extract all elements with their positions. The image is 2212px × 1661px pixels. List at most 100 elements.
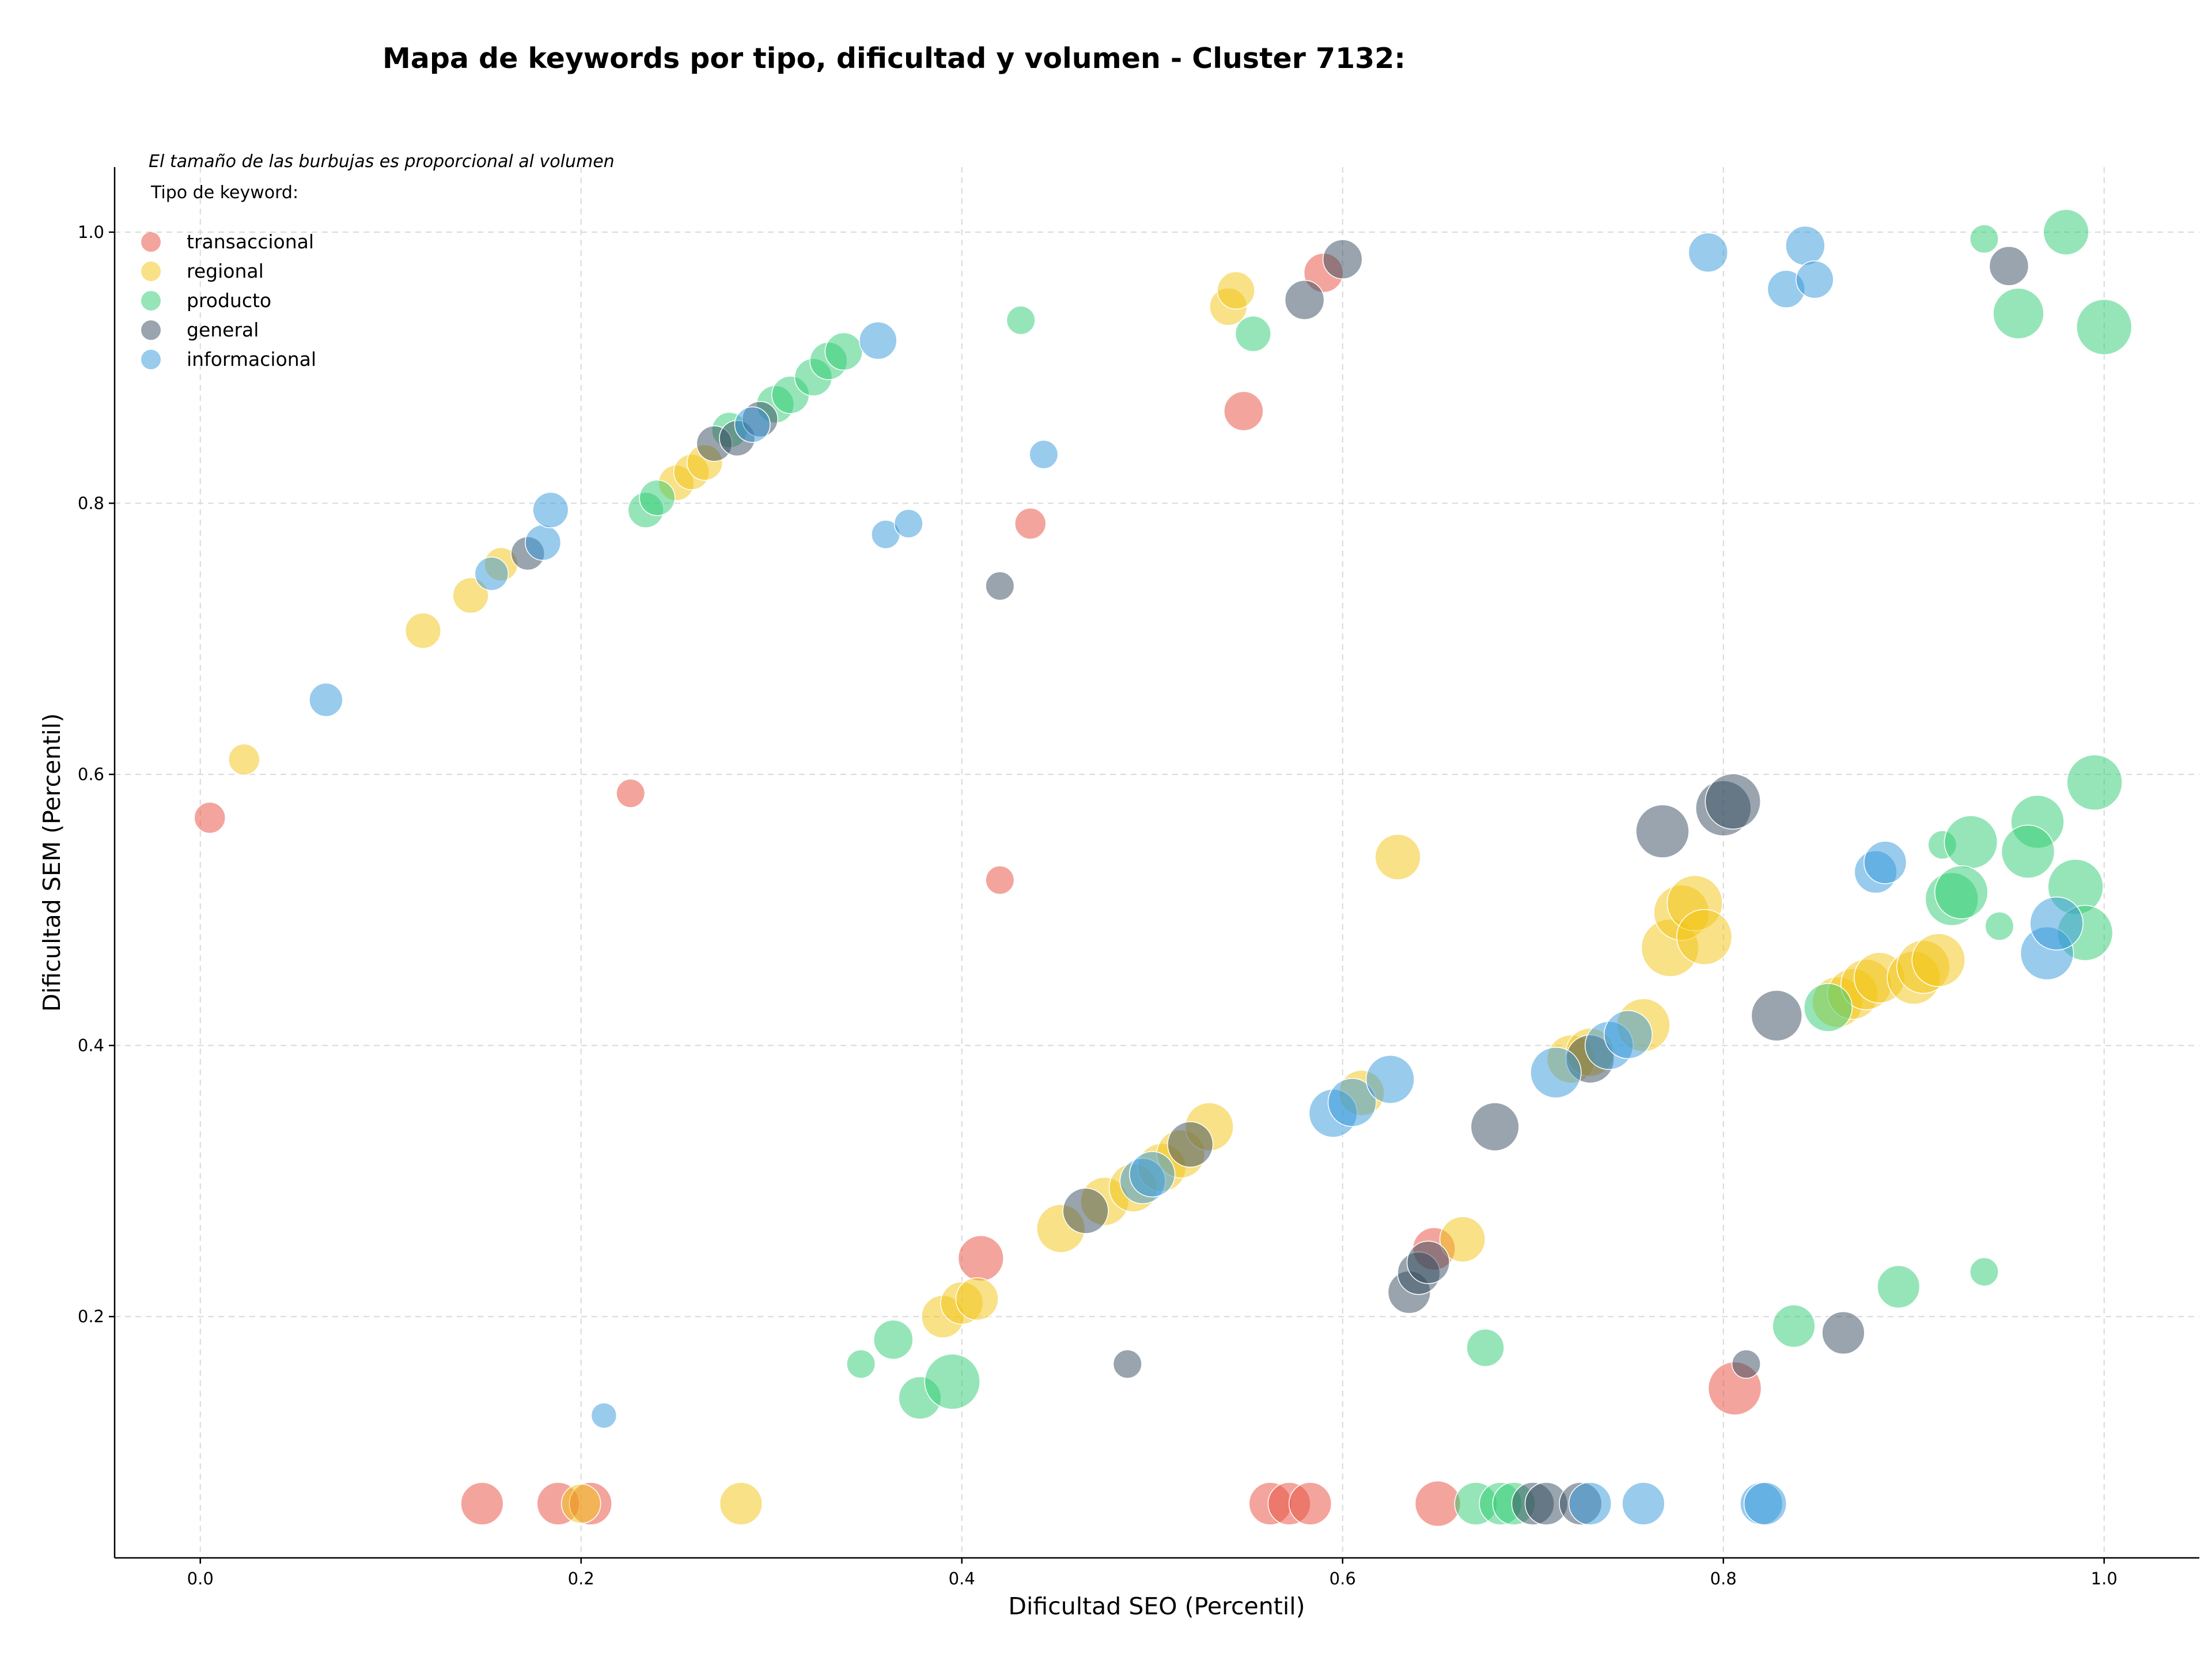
bubble-layer: [194, 209, 2133, 1527]
bubble-producto: [1969, 224, 1999, 254]
bubble-informacional: [1796, 260, 1834, 299]
x-tick-label: 0.6: [1330, 1569, 1356, 1588]
bubble-transaccional: [957, 1235, 1004, 1282]
bubble-transaccional: [1288, 1482, 1332, 1526]
bubble-producto: [1804, 983, 1853, 1032]
bubble-transaccional: [1224, 391, 1264, 432]
legend-marker: [141, 291, 161, 311]
bubble-regional: [1676, 909, 1733, 966]
bubble-general: [985, 571, 1015, 601]
tick-labels: 0.0 0.2 0.4 0.6 0.8 1.0 0.2 0.4 0.6 0.8 1.0: [78, 222, 2118, 1588]
bubble-informacional: [1863, 841, 1907, 884]
legend-label: informacional: [187, 348, 316, 370]
grid: [115, 167, 2199, 1558]
x-tick-label: 0.4: [949, 1569, 975, 1588]
x-axis-label: Dificultad SEO (Percentil): [1008, 1592, 1305, 1620]
bubble-informacional: [734, 406, 771, 443]
series-transaccional: [194, 252, 1762, 1527]
legend-marker: [141, 350, 161, 369]
bubble-general: [1705, 773, 1761, 830]
bubble-producto: [1234, 315, 1271, 352]
bubble-transaccional: [985, 865, 1015, 895]
legend-item-informacional: informacional: [141, 348, 316, 370]
x-tick-label: 0.8: [1710, 1569, 1737, 1588]
legend-item-general: general: [141, 319, 259, 341]
bubble-producto: [873, 1319, 914, 1360]
bubble-general: [1751, 990, 1802, 1042]
legend-marker: [141, 320, 161, 340]
series-informacional: [309, 225, 2084, 1526]
x-tick-label: 1.0: [2091, 1569, 2118, 1588]
bubble-general: [1731, 1349, 1761, 1379]
bubble-regional: [1439, 1216, 1486, 1263]
bubble-general: [1470, 1102, 1520, 1152]
legend-label: general: [187, 319, 259, 341]
legend: transaccional regional producto general info…: [141, 230, 316, 370]
legend-item-transaccional: transaccional: [141, 230, 314, 253]
bubble-general: [1406, 1240, 1450, 1284]
bubble-producto: [1993, 287, 2044, 339]
bubble-producto: [1466, 1329, 1505, 1367]
bubble-producto: [824, 332, 863, 371]
bubble-transaccional: [616, 778, 646, 808]
bubble-informacional: [1688, 232, 1729, 273]
y-axis-label: Dificultad SEM (Percentil): [38, 713, 66, 1012]
bubble-general: [1167, 1121, 1214, 1168]
bubble-producto: [1984, 911, 2014, 941]
bubble-regional: [955, 1277, 999, 1321]
legend-label: transaccional: [187, 230, 314, 253]
series-producto: [627, 209, 2133, 1526]
bubble-general: [1062, 1187, 1109, 1234]
bubble-informacional: [1530, 1046, 1582, 1099]
bubble-regional: [560, 1484, 601, 1524]
bubble-transaccional: [1014, 508, 1047, 540]
bubble-general: [1284, 279, 1325, 320]
bubble-transaccional: [460, 1482, 504, 1526]
bubble-regional: [1374, 834, 1421, 880]
bubble-informacional: [1603, 1010, 1653, 1060]
bubble-informacional: [1622, 1482, 1665, 1526]
bubble-producto: [1969, 1257, 1999, 1287]
legend-item-producto: producto: [141, 289, 271, 312]
bubble-general: [1988, 246, 2029, 286]
y-tick-label: 0.6: [78, 765, 104, 784]
axes: [109, 167, 2199, 1564]
series-regional: [228, 271, 1965, 1526]
bubble-informacional: [474, 557, 509, 591]
bubble-producto: [1934, 865, 1988, 920]
bubble-regional: [1217, 271, 1255, 310]
bubble-informacional: [1029, 440, 1059, 470]
bubble-general: [1821, 1311, 1865, 1355]
legend-title: Tipo de keyword:: [150, 183, 298, 203]
bubble-informacional: [1365, 1054, 1415, 1104]
bubble-informacional: [893, 509, 923, 539]
y-tick-label: 0.2: [78, 1307, 104, 1326]
bubble-producto: [2043, 209, 2089, 256]
legend-marker: [141, 232, 161, 252]
x-tick-label: 0.0: [187, 1569, 214, 1588]
y-tick-label: 0.4: [78, 1036, 104, 1055]
bubble-general: [1635, 804, 1690, 858]
bubble-size-note: El tamaño de las burbujas es proporciona…: [149, 152, 615, 172]
bubble-general: [1322, 239, 1363, 279]
bubble-producto: [1877, 1265, 1921, 1309]
y-tick-label: 1.0: [78, 222, 104, 242]
bubble-informacional: [1568, 1482, 1612, 1526]
bubble-producto: [1772, 1304, 1816, 1348]
bubble-producto: [639, 479, 676, 516]
bubble-regional: [719, 1482, 763, 1526]
bubble-regional: [452, 577, 489, 614]
bubble-informacional: [1327, 1077, 1377, 1127]
bubble-producto: [1944, 815, 1998, 869]
bubble-informacional: [2029, 896, 2084, 951]
bubble-general: [1112, 1349, 1142, 1379]
bubble-informacional: [1785, 225, 1825, 266]
legend-marker: [141, 262, 161, 281]
bubble-informacional: [532, 491, 569, 528]
bubble-transaccional: [194, 801, 226, 834]
bubble-regional: [228, 743, 260, 775]
legend-label: regional: [187, 260, 264, 282]
bubble-informacional: [309, 682, 343, 717]
bubble-producto: [2066, 754, 2123, 811]
